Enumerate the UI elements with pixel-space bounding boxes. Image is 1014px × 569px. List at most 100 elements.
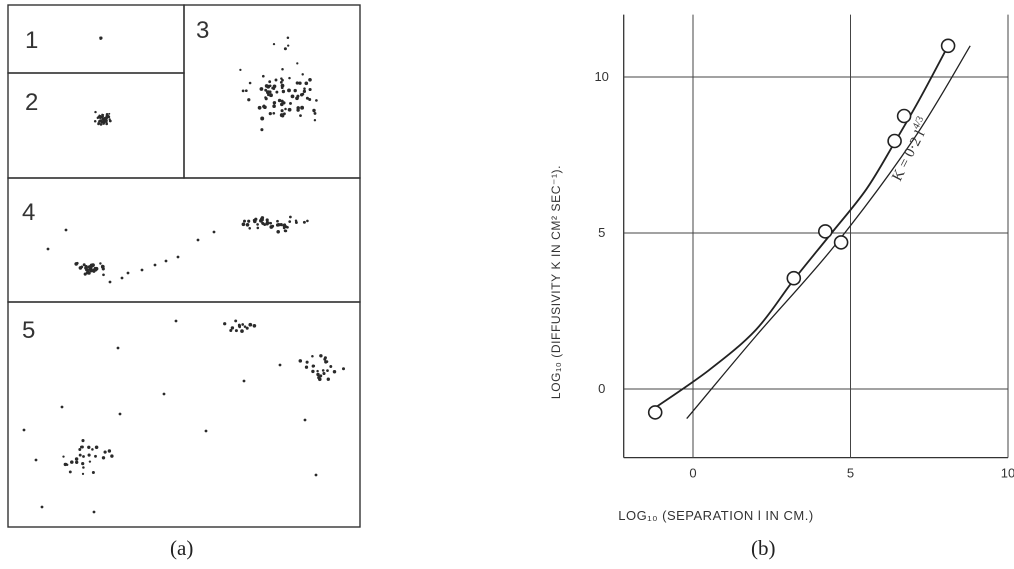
cluster-3-dot — [239, 68, 242, 72]
cluster-5-dot — [341, 367, 346, 371]
cluster-3-dot — [313, 119, 317, 122]
cluster-3-dot — [308, 87, 312, 92]
cluster-5-dot — [118, 412, 122, 416]
cluster-5-dot — [91, 470, 95, 475]
cluster-4-dot — [276, 222, 281, 227]
cluster-5-dot — [304, 365, 309, 369]
cluster-box-5 — [7, 301, 361, 528]
cluster-3-dot — [301, 92, 305, 96]
y-tick-label: 0 — [598, 381, 605, 396]
cluster-4-dot — [74, 262, 79, 266]
cluster-5-dot — [326, 369, 329, 372]
cluster-5-dot — [116, 346, 120, 350]
cluster-3-dot — [247, 98, 251, 102]
cluster-2-dot — [101, 116, 104, 119]
cluster-3-dot — [284, 107, 287, 111]
cluster-4-dot — [282, 223, 286, 228]
cluster-5-dot — [74, 457, 79, 461]
cluster-5-dot — [174, 319, 178, 323]
cluster-3-dot — [264, 84, 269, 88]
cluster-5-dot — [34, 458, 38, 462]
cluster-2-dot — [105, 114, 108, 118]
cluster-4-dot — [80, 265, 84, 269]
cluster-3-dot — [264, 96, 267, 99]
cluster-4-dot — [164, 259, 168, 263]
cluster-4-dot — [279, 222, 283, 227]
cluster-5-dot — [303, 418, 307, 422]
cluster-5-dot — [323, 356, 327, 360]
y-tick-label: 5 — [598, 225, 605, 240]
cluster-4-dot — [252, 218, 256, 222]
chart-points — [647, 38, 956, 420]
cluster-3-dot — [293, 88, 297, 93]
cluster-5-dot — [103, 450, 107, 454]
cluster-5-dot — [88, 460, 92, 463]
cluster-3-dot — [281, 89, 286, 94]
cluster-4-dot — [283, 229, 287, 233]
cluster-5-dot — [62, 455, 65, 458]
cluster-3-dot — [305, 96, 309, 100]
cluster-3-dot — [260, 116, 265, 121]
cluster-5-dot — [78, 448, 82, 451]
cluster-2-dot — [101, 113, 104, 116]
cluster-5-dot — [81, 472, 85, 476]
cluster-5-dot — [101, 456, 106, 460]
cluster-2-dot — [108, 112, 111, 115]
cluster-4-dot — [153, 263, 157, 267]
cluster-3-dot — [296, 108, 300, 112]
cluster-2-dot — [108, 119, 112, 123]
cluster-4-dot — [101, 264, 104, 268]
data-point — [786, 270, 802, 286]
panel-a-caption: (a) — [170, 536, 194, 560]
cluster-5-dot — [70, 460, 74, 464]
cluster-4-dot — [269, 225, 274, 229]
cluster-5-dot — [68, 470, 72, 474]
cluster-3-dot — [268, 90, 272, 94]
cluster-3-dot — [304, 81, 309, 86]
cluster-2-dot — [97, 122, 101, 125]
cluster-3-dot — [241, 89, 245, 93]
cluster-4-dot — [88, 268, 92, 272]
cluster-4-dot — [99, 262, 102, 265]
y-tick-label: 10 — [594, 69, 608, 84]
cluster-4-dot — [245, 223, 250, 227]
y-axis-label: LOG₁₀ (DIFFUSIVITY K IN CM² SEC⁻¹). — [549, 165, 563, 399]
cluster-3-dot — [287, 88, 291, 93]
cluster-3-dot — [280, 86, 284, 90]
cluster-3-dot — [296, 62, 299, 65]
data-point — [887, 133, 902, 149]
cluster-5-dot — [298, 359, 303, 363]
cluster-3-dot — [281, 78, 284, 82]
cluster-5-dot — [223, 322, 227, 326]
k-annotation-exp: 4/3 — [911, 115, 927, 131]
cluster-5-dot — [91, 448, 94, 451]
cluster-3-dot — [274, 78, 278, 82]
cluster-3-dot — [260, 128, 264, 132]
cluster-5-dot — [241, 323, 245, 326]
cluster-5-dot — [87, 445, 91, 449]
cluster-boxes: 1 2 3 4 5 — [7, 4, 361, 528]
cluster-5-dot — [311, 369, 315, 374]
cluster-3-dot — [272, 42, 276, 46]
cluster-3-dot — [244, 89, 248, 93]
cluster-5-dot — [22, 428, 26, 432]
cluster-5-dot — [321, 369, 325, 372]
cluster-5-dot — [81, 462, 85, 466]
cluster-4-dot — [126, 271, 130, 275]
cluster-3-dot — [312, 108, 316, 113]
panel-b-caption: (b) — [751, 536, 776, 560]
cluster-3-dot — [248, 81, 252, 85]
cluster-4-dot — [243, 219, 246, 223]
cluster-3-dot — [313, 111, 317, 115]
cluster-4-dot — [84, 265, 88, 269]
cluster-5-dot — [162, 392, 166, 396]
cluster-4-dot — [64, 228, 68, 232]
x-axis-label: LOG₁₀ (SEPARATION l IN CM.) — [618, 508, 813, 523]
cluster-2-dot — [99, 123, 103, 126]
cluster-3-dot — [272, 84, 277, 89]
cluster-5-dot — [332, 370, 337, 374]
cluster-dots — [22, 36, 346, 514]
cluster-3-dot — [273, 101, 277, 104]
x-tick-label: 0 — [689, 466, 696, 481]
cluster-5-dot — [245, 326, 249, 330]
